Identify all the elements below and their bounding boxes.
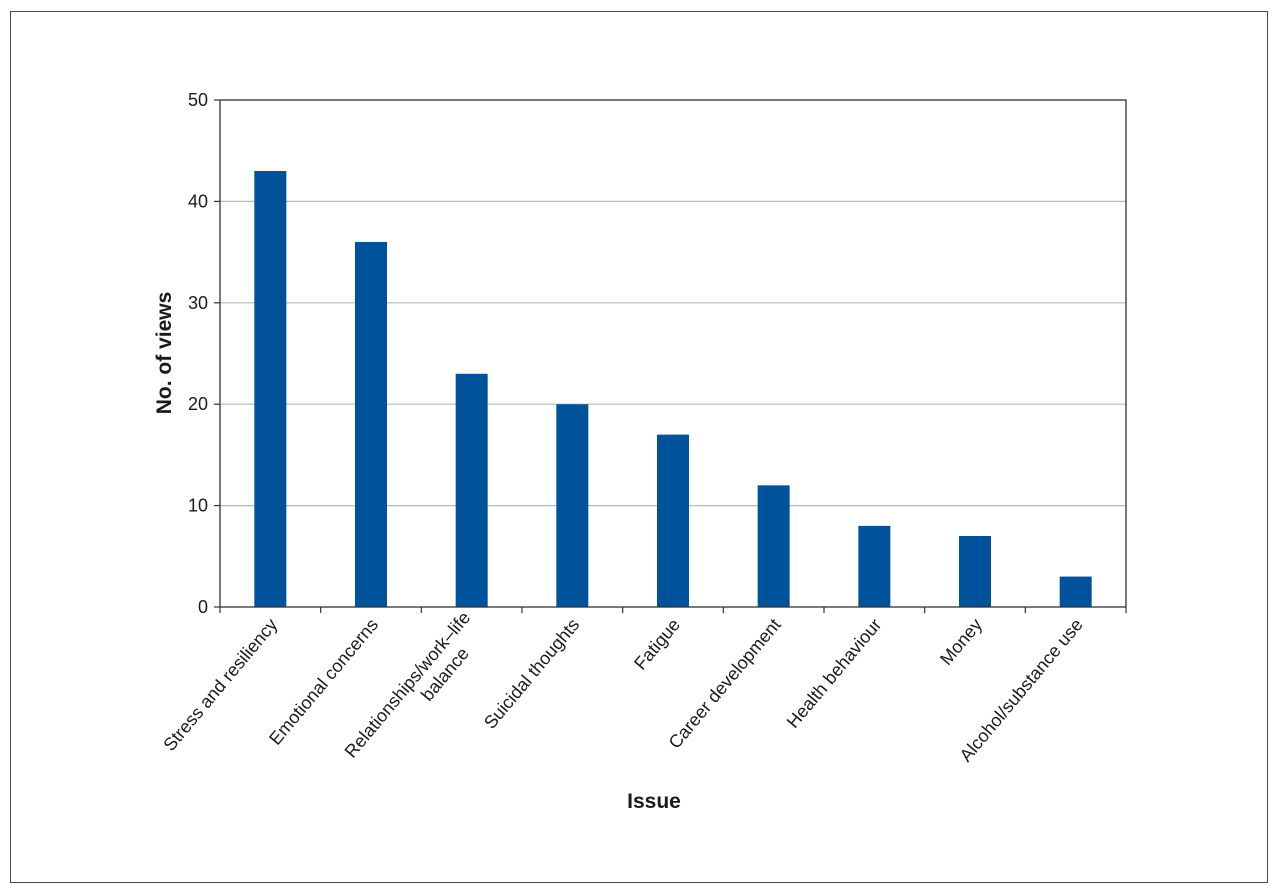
- bar: [858, 525, 891, 607]
- y-axis-title: No. of views: [153, 292, 176, 415]
- y-tick-label: 40: [188, 191, 208, 211]
- x-tick-label: Career development: [665, 615, 785, 753]
- x-tick-label: Suicidal thoughts: [480, 615, 583, 733]
- bar: [757, 485, 790, 607]
- y-tick-label: 50: [188, 90, 208, 110]
- y-tick-labels: 0 10 20 30 40 50: [188, 90, 208, 617]
- x-tick-label: Health behaviour: [783, 615, 886, 732]
- bar: [455, 373, 488, 607]
- bar: [1059, 576, 1092, 607]
- bar: [556, 404, 589, 607]
- x-axis-title: Issue: [627, 790, 681, 813]
- bar: [355, 241, 387, 607]
- bar: [254, 170, 287, 608]
- y-tick-label: 30: [188, 293, 208, 313]
- x-tick-label: Fatigue: [630, 615, 684, 674]
- y-tick-label: 0: [198, 597, 208, 617]
- bars: [254, 170, 1092, 608]
- axes: [214, 99, 1127, 613]
- bar: [959, 536, 991, 607]
- y-tick-label: 10: [188, 496, 208, 516]
- plot-area-border: [219, 99, 1127, 608]
- x-tick-label: Money: [936, 615, 986, 669]
- y-tick-label: 20: [188, 394, 208, 414]
- x-tick-label: Stress and resiliency: [159, 615, 281, 755]
- bar: [657, 434, 689, 607]
